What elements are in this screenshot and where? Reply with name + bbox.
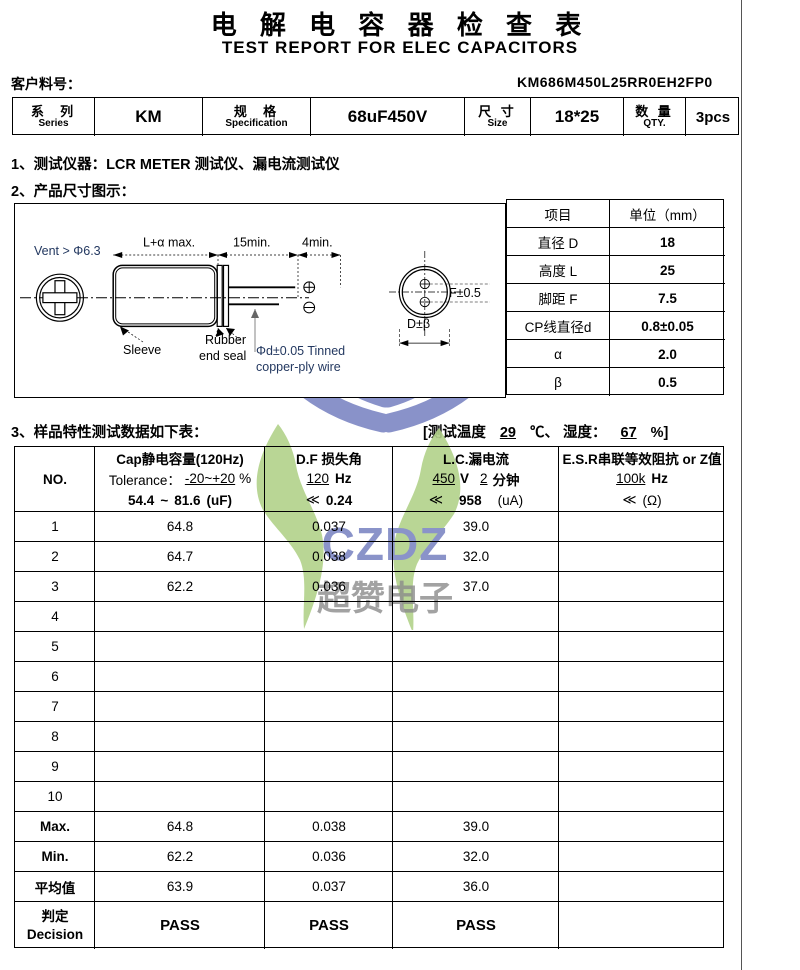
svg-text:Vent > Φ6.3: Vent > Φ6.3 bbox=[34, 244, 101, 258]
svg-text:L+α max.: L+α max. bbox=[143, 236, 195, 250]
svg-text:4min.: 4min. bbox=[302, 236, 333, 250]
svg-text:copper-ply wire: copper-ply wire bbox=[256, 360, 341, 374]
svg-text:F±0.5: F±0.5 bbox=[449, 286, 481, 300]
svg-text:Φd±0.05 Tinned: Φd±0.05 Tinned bbox=[256, 344, 345, 358]
svg-text:D±β: D±β bbox=[407, 317, 430, 331]
svg-text:end seal: end seal bbox=[199, 349, 246, 363]
svg-text:15min.: 15min. bbox=[233, 236, 271, 250]
svg-text:Sleeve: Sleeve bbox=[123, 343, 161, 357]
